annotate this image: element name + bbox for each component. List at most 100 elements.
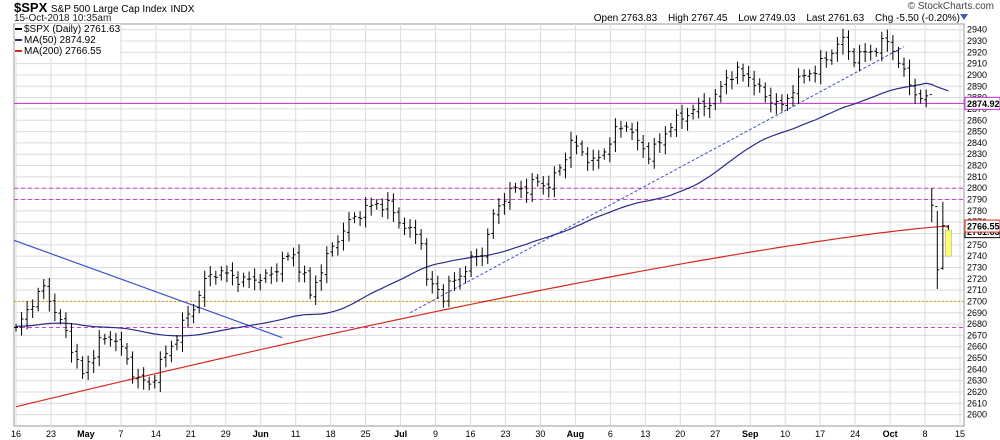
- ohlc-bar: [213, 270, 218, 285]
- x-tick-label: 23: [500, 429, 510, 439]
- ohlc-bar: [291, 247, 296, 267]
- ohlc-bar: [485, 228, 490, 265]
- ohlc-bar: [108, 331, 113, 347]
- ohlc-bar: [774, 93, 779, 115]
- ohlc-bar: [879, 31, 884, 62]
- ohlc-bar: [630, 122, 635, 141]
- y-tick-label: 2840: [967, 138, 987, 148]
- ohlc-bar: [463, 265, 468, 284]
- ohlc-bar: [746, 65, 751, 88]
- ohlc-bar: [197, 290, 202, 314]
- x-tick-label: 29: [221, 429, 231, 439]
- ohlc-bar: [924, 89, 929, 108]
- ohlc-bar: [396, 207, 401, 229]
- x-tick-label: 9: [433, 429, 438, 439]
- x-tick-label: 15: [955, 429, 965, 439]
- ohlc-bar: [52, 293, 57, 322]
- ohlc-bar: [691, 104, 696, 120]
- ohlc-bar: [519, 180, 524, 199]
- brand-watermark: © StockCharts.com: [907, 1, 994, 12]
- y-tick-label: 2930: [967, 36, 987, 46]
- x-tick-label: 6: [608, 429, 613, 439]
- x-tick-label: May: [77, 429, 95, 439]
- ohlc-bar: [180, 312, 185, 352]
- ohlc-bar: [352, 212, 357, 224]
- ohlc-bar: [652, 137, 657, 169]
- ohlc-bar: [818, 50, 823, 85]
- ohlc-bar: [141, 367, 146, 390]
- ohlc-bar: [474, 248, 479, 267]
- y-tick-label: 2710: [967, 285, 987, 295]
- ohlc-bar: [702, 93, 707, 117]
- ohlc-bar: [319, 264, 324, 291]
- ohlc-bar: [374, 199, 379, 210]
- ohlc-open: Open 2763.83: [593, 13, 658, 24]
- y-tick-label: 2790: [967, 195, 987, 205]
- ohlc-bar: [796, 68, 801, 104]
- axis-badge: [964, 219, 1000, 233]
- ohlc-bar: [552, 166, 557, 198]
- ohlc-bar: [174, 335, 179, 351]
- ma200-line: [15, 225, 949, 408]
- x-tick-label: 23: [46, 429, 56, 439]
- ohlc-bar: [47, 277, 52, 312]
- ohlc-bar: [380, 198, 385, 218]
- ohlc-bar: [347, 211, 351, 242]
- axis-badge-label: 2766.55: [967, 222, 1000, 232]
- ohlc-bars: [14, 28, 952, 393]
- y-tick-label: 2780: [967, 206, 987, 216]
- ohlc-bar: [402, 217, 407, 236]
- chevron-down-icon[interactable]: [960, 14, 968, 20]
- ohlc-bar: [813, 65, 818, 83]
- y-tick-label: 2720: [967, 274, 987, 284]
- ohlc-bar: [86, 355, 91, 381]
- ohlc-bar: [913, 78, 918, 104]
- ohlc-bar: [574, 135, 579, 155]
- ohlc-bar: [75, 343, 80, 369]
- ohlc-bar: [30, 299, 35, 319]
- ohlc-bar: [69, 322, 74, 363]
- x-tick-label: 17: [815, 429, 825, 439]
- ohlc-bar: [563, 152, 568, 179]
- y-tick-label: 2620: [967, 387, 987, 397]
- x-tick-label: Jul: [394, 429, 407, 439]
- ohlc-bar: [507, 182, 512, 210]
- ohlc-bar: [224, 265, 229, 283]
- ohlc-bar: [729, 71, 734, 90]
- ohlc-bar: [163, 345, 168, 368]
- ohlc-bar: [546, 175, 551, 198]
- ohlc-bar: [341, 222, 346, 251]
- ohlc-bar: [602, 148, 607, 160]
- ohlc-bar: [358, 211, 363, 227]
- ohlc-bar: [840, 28, 845, 55]
- ohlc-bar: [935, 206, 940, 289]
- y-tick-label: 2690: [967, 308, 987, 318]
- ohlc-bar: [441, 284, 446, 308]
- y-tick-label: 2920: [967, 47, 987, 57]
- ohlc-bar: [285, 252, 290, 261]
- ohlc-chg: Chg -5.50 (-0.20%): [874, 13, 960, 24]
- y-tick-label: 2940: [967, 25, 987, 35]
- ohlc-bar: [208, 266, 213, 287]
- ohlc-bar: [119, 331, 124, 356]
- ohlc-bar: [458, 267, 462, 290]
- y-tick-label: 2680: [967, 319, 987, 329]
- x-tick-label: 30: [535, 429, 545, 439]
- ohlc-bar: [125, 343, 129, 365]
- last-price-highlight: [945, 229, 952, 257]
- ohlc-bar: [680, 104, 684, 130]
- horizontal-gridlines: [14, 29, 964, 416]
- x-tick-label: 14: [151, 429, 161, 439]
- y-tick-label: 2810: [967, 172, 987, 182]
- ohlc-bar: [696, 97, 701, 119]
- ohlc-bar: [408, 219, 413, 238]
- x-tick-label: Aug: [567, 429, 585, 439]
- ohlc-bar: [313, 275, 318, 305]
- ohlc-bar: [91, 349, 96, 374]
- ohlc-bar: [419, 229, 424, 250]
- ohlc-bar: [158, 351, 163, 393]
- ohlc-bar: [424, 238, 429, 286]
- symbol: $SPX: [14, 0, 48, 15]
- legend-ma200: MA(200) 2766.55: [15, 46, 120, 57]
- ohlc-bar: [591, 149, 596, 171]
